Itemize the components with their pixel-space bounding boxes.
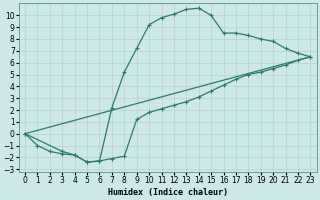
X-axis label: Humidex (Indice chaleur): Humidex (Indice chaleur) [108, 188, 228, 197]
